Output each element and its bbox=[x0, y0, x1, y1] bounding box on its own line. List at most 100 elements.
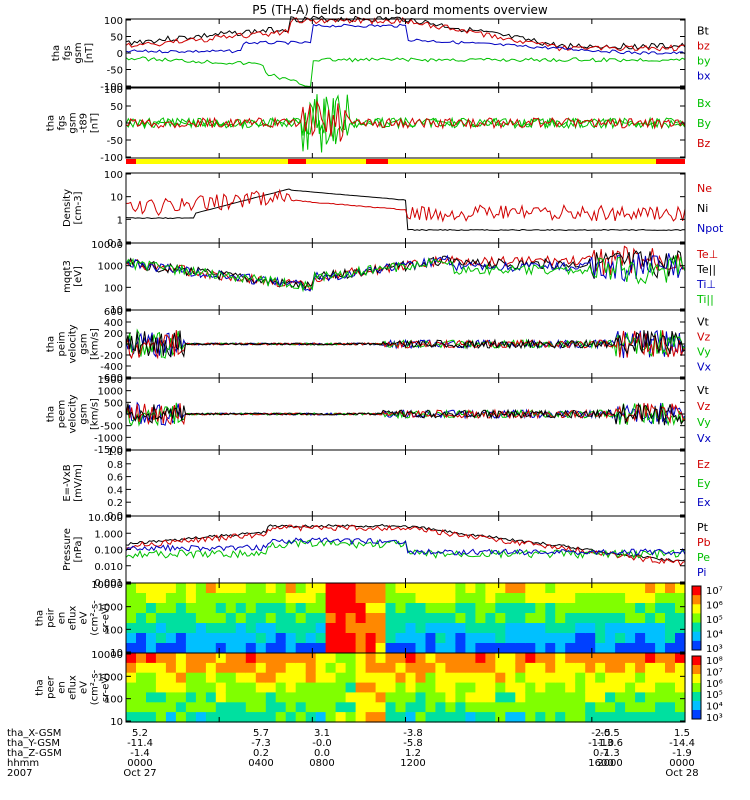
spectrogram-cell bbox=[195, 662, 207, 674]
spectrogram-cell bbox=[475, 653, 486, 664]
panel-fgs: Bt bz by bx 100 50 0 -50 -100 tha fgs gsm [nT] bbox=[51, 15, 711, 93]
spectrogram-cell bbox=[265, 633, 277, 644]
spectrogram-cell bbox=[295, 623, 307, 634]
spectrogram-cell bbox=[505, 583, 516, 594]
spectrogram-cell bbox=[126, 603, 137, 614]
spectrogram-cell bbox=[585, 692, 596, 703]
spectrogram-cell bbox=[165, 593, 177, 604]
spectrogram-cell bbox=[665, 682, 676, 694]
legend-entry: Npot bbox=[697, 222, 724, 235]
spectrogram-cell bbox=[345, 653, 357, 664]
spectrogram-cell bbox=[335, 613, 347, 624]
spectrogram-cell bbox=[355, 643, 367, 654]
y-axis-label: gsm bbox=[79, 403, 90, 424]
spectrogram-cell bbox=[505, 702, 516, 713]
spectrogram-cell bbox=[515, 672, 526, 684]
legend-entry: bz bbox=[697, 39, 710, 52]
spectrogram-cell bbox=[445, 653, 456, 664]
spectrogram-cell bbox=[255, 702, 267, 713]
spectrogram-cell bbox=[575, 613, 586, 624]
spectrogram-cell bbox=[315, 623, 327, 634]
spectrogram-cell bbox=[475, 682, 486, 694]
spectrogram-cell bbox=[215, 702, 227, 713]
spectrogram-cell bbox=[515, 682, 526, 694]
y-axis-label: [cm-3] bbox=[73, 191, 84, 224]
spectrogram-cell bbox=[665, 613, 676, 624]
spectrogram-cell bbox=[555, 633, 566, 644]
spectrogram-cell bbox=[155, 712, 167, 723]
y-axis-label: E=-VxB bbox=[62, 464, 73, 501]
legend-entry: Vt bbox=[697, 315, 710, 328]
spectrogram-cell bbox=[215, 623, 227, 634]
spectrogram-cell bbox=[585, 643, 596, 654]
spectrogram-cell bbox=[625, 672, 636, 684]
spectrogram-cell bbox=[215, 583, 227, 594]
spectrogram-cell bbox=[435, 702, 446, 713]
spectrogram-cell bbox=[525, 633, 536, 644]
y-axis-label: tha bbox=[51, 45, 62, 61]
series-Vt bbox=[125, 330, 686, 358]
spectrogram-cell bbox=[385, 593, 397, 604]
spectrogram-cell bbox=[146, 583, 157, 594]
spectrogram-cell bbox=[245, 662, 257, 674]
colorbar-segment bbox=[692, 631, 701, 642]
spectrogram-cell bbox=[415, 583, 427, 594]
spectrogram-cell bbox=[155, 702, 167, 713]
spectrogram-cell bbox=[495, 603, 506, 614]
spectrogram-cell bbox=[635, 603, 646, 614]
spectrogram-cell bbox=[255, 672, 267, 684]
spectrogram-cell bbox=[495, 692, 506, 703]
spectrogram-cell bbox=[165, 603, 177, 614]
spectrogram-cell bbox=[485, 682, 496, 694]
spectrogram-cell bbox=[245, 613, 257, 624]
y-tick-label: 0 bbox=[117, 340, 123, 351]
spectrogram-cell bbox=[175, 692, 187, 703]
spectrogram-cell bbox=[445, 623, 456, 634]
spectrogram-cell bbox=[146, 702, 157, 713]
spectrogram-cell bbox=[545, 623, 556, 634]
spectrogram-cell bbox=[185, 682, 197, 694]
spectrogram-cell bbox=[365, 682, 377, 694]
spectrogram-cell bbox=[295, 662, 307, 674]
spectrogram-cell bbox=[645, 613, 656, 624]
spectrogram-cell bbox=[535, 603, 546, 614]
spectrogram-cell bbox=[325, 662, 337, 674]
spectrogram-cell bbox=[595, 712, 606, 723]
legend-entry: Bt bbox=[697, 24, 710, 37]
spectrogram-cell bbox=[355, 593, 367, 604]
spectrogram-cell bbox=[335, 702, 347, 713]
spectrogram-cell bbox=[605, 633, 616, 644]
series-Bz bbox=[125, 99, 686, 142]
spectrogram-cell bbox=[195, 583, 207, 594]
spectrogram-cell bbox=[285, 682, 297, 694]
spectrogram-cell bbox=[425, 702, 437, 713]
spectrogram-cell bbox=[405, 643, 417, 654]
spectrogram-cell bbox=[136, 613, 147, 624]
spectrogram-cell bbox=[465, 692, 476, 703]
spectrogram-cell bbox=[495, 672, 506, 684]
spectrogram-cell bbox=[225, 662, 237, 674]
spectrogram-cell bbox=[505, 682, 516, 694]
spectrogram-cell bbox=[215, 643, 227, 654]
spectrogram-cell bbox=[395, 712, 407, 723]
spectrogram-cell bbox=[195, 712, 207, 723]
colorbar-tick-label: 10⁴ bbox=[706, 702, 723, 713]
orbit-region-bar bbox=[656, 159, 685, 164]
spectrogram-cell bbox=[555, 682, 566, 694]
spectrogram-cell bbox=[635, 633, 646, 644]
spectrogram-cell bbox=[146, 712, 157, 723]
y-tick-label: -100 bbox=[100, 153, 123, 164]
legend-entry: Ni bbox=[697, 202, 708, 215]
y-tick-label: 600 bbox=[104, 307, 123, 318]
spectrogram-cell bbox=[325, 672, 337, 684]
y-tick-label: 1.000 bbox=[94, 529, 123, 540]
spectrogram-cell bbox=[185, 702, 197, 713]
spectrogram-cell bbox=[255, 682, 267, 694]
spectrogram-cell bbox=[455, 672, 466, 684]
spectrogram-cell bbox=[126, 692, 137, 703]
spectrogram-cell bbox=[675, 672, 686, 684]
spectrogram-cell bbox=[305, 643, 317, 654]
spectrogram-cell bbox=[155, 643, 167, 654]
spectrogram-cell bbox=[165, 682, 177, 694]
